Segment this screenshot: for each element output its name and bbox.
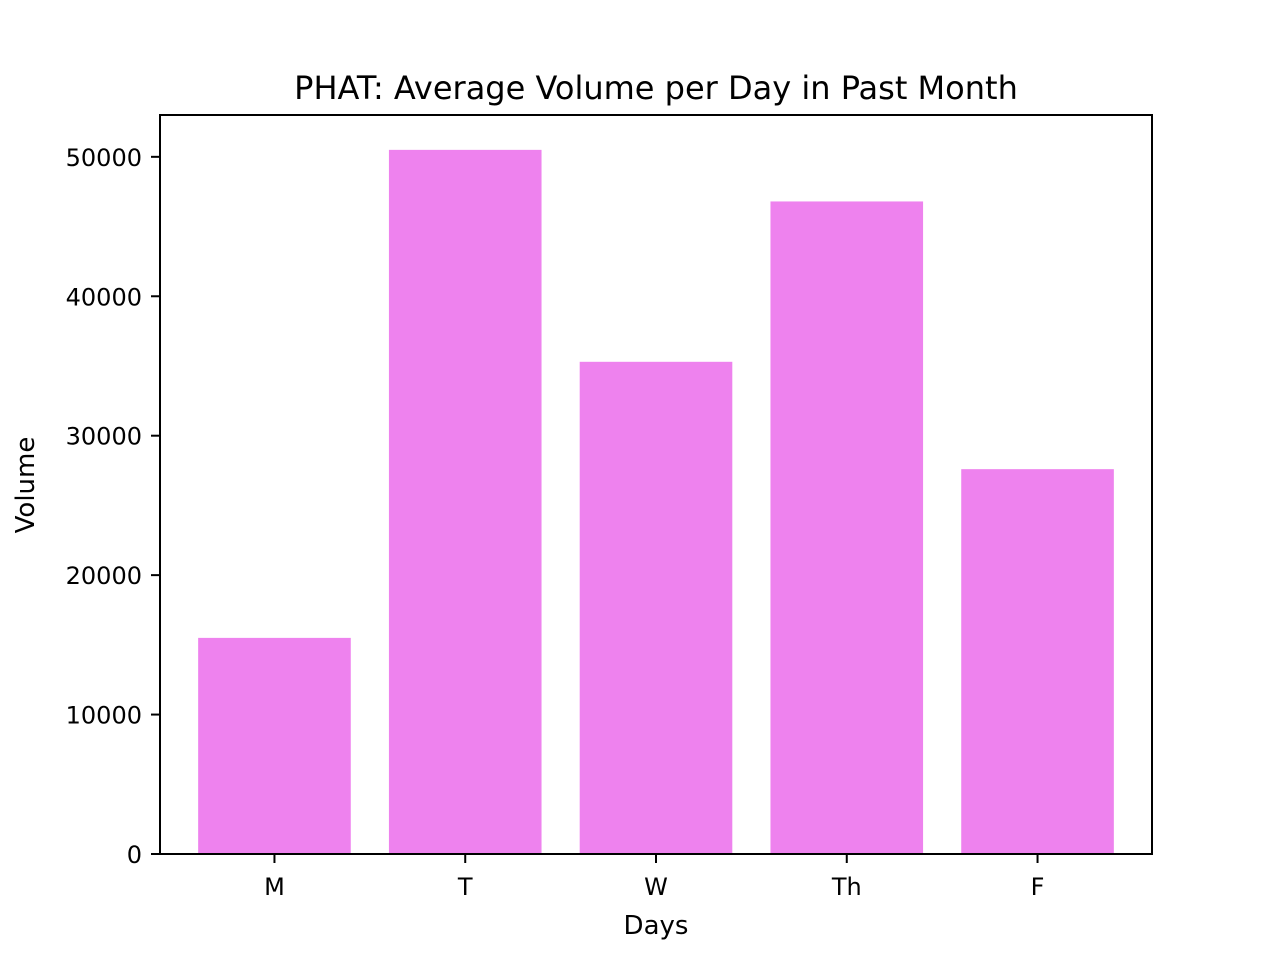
x-tick-label: T [457,873,473,901]
bar-w [579,361,733,854]
y-tick-label: 30000 [66,423,142,451]
y-tick-label: 40000 [66,283,142,311]
y-axis-label: Volume [11,437,41,534]
bar-f [961,469,1114,854]
chart-title: PHAT: Average Volume per Day in Past Mon… [294,69,1018,107]
bar-th [770,201,924,855]
y-tick-label: 20000 [66,562,142,590]
x-tick-label: W [644,873,668,901]
x-axis-ticks: M T W Th F [264,854,1044,901]
bar-t [388,149,542,854]
y-tick-label: 50000 [66,144,142,172]
y-tick-label: 10000 [66,702,142,730]
x-tick-label: F [1031,873,1045,901]
x-tick-label: M [264,873,285,901]
x-tick-label: Th [831,873,862,901]
y-tick-label: 0 [127,841,142,869]
bar-m [198,637,351,854]
plot-frame [159,114,1153,855]
bars-group [198,149,1114,855]
x-axis-label: Days [624,911,689,941]
y-axis-ticks: 0 10000 20000 30000 40000 50000 [66,144,160,869]
